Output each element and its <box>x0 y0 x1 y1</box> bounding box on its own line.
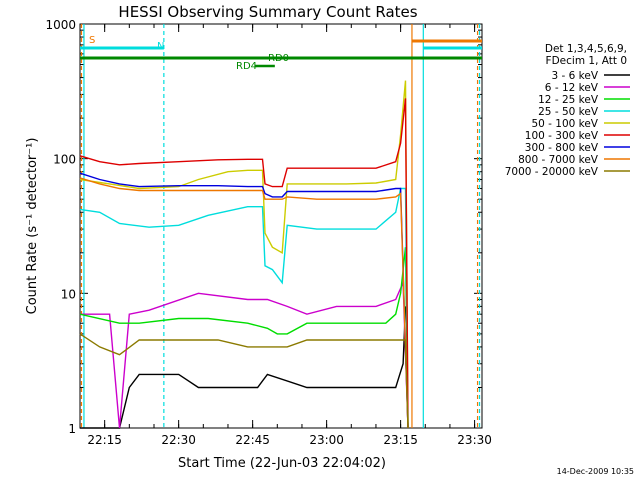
series-line-1 <box>80 282 409 429</box>
legend-label: 3 - 6 keV <box>551 70 598 82</box>
legend-header-line: Det 1,3,4,5,6,9, <box>545 43 627 55</box>
y-axis-label: Count Rate (s⁻¹ detector⁻¹) <box>25 138 40 315</box>
special-lines: S N RD0 RD4 <box>80 24 482 428</box>
legend-label: 7000 - 20000 keV <box>505 166 599 178</box>
y-tick-label: 100 <box>53 153 76 167</box>
chart-title: HESSI Observing Summary Count Rates <box>118 3 417 21</box>
series-line-7 <box>79 177 409 429</box>
axis-ticks: 22:15 22:30 22:45 23:00 23:15 23:30 1 10 100 1000 <box>45 18 491 447</box>
x-tick-label: 23:15 <box>383 433 418 447</box>
annotation-rd4: RD4 <box>236 61 257 72</box>
footer-timestamp: 14-Dec-2009 10:35 <box>557 467 634 476</box>
x-tick-label: 22:30 <box>161 433 196 447</box>
y-tick-label: 1 <box>68 422 76 436</box>
x-tick-label: 23:30 <box>457 433 492 447</box>
series-layer <box>79 80 409 429</box>
legend-label: 800 - 7000 keV <box>518 154 599 166</box>
y-tick-label: 10 <box>61 287 76 301</box>
legend-label: 50 - 100 keV <box>531 118 598 130</box>
plot-frame <box>79 23 483 429</box>
legend-label: 300 - 800 keV <box>525 142 599 154</box>
annotation-s: S <box>89 35 95 46</box>
legend: Det 1,3,4,5,6,9,FDecim 1, Att 0 3 - 6 keV… <box>505 43 630 178</box>
series-line-6 <box>79 172 409 429</box>
legend-label: 100 - 300 keV <box>525 130 599 142</box>
x-tick-label: 23:00 <box>309 433 344 447</box>
series-line-2 <box>79 247 409 429</box>
legend-header-line: FDecim 1, Att 0 <box>546 55 627 67</box>
x-axis-label: Start Time (22-Jun-03 22:04:02) <box>178 456 386 471</box>
series-line-5 <box>79 98 409 429</box>
legend-label: 25 - 50 keV <box>538 106 599 118</box>
annotation-rd0: RD0 <box>268 53 289 64</box>
series-line-0 <box>80 306 407 429</box>
annotation-n: N <box>157 41 164 52</box>
series-line-3 <box>79 187 409 429</box>
x-tick-label: 22:45 <box>235 433 270 447</box>
series-line-4 <box>79 80 409 429</box>
legend-label: 6 - 12 keV <box>545 82 599 94</box>
series-line-8 <box>79 333 409 429</box>
x-tick-label: 22:15 <box>87 433 122 447</box>
y-tick-label: 1000 <box>45 18 76 32</box>
legend-label: 12 - 25 keV <box>538 94 599 106</box>
